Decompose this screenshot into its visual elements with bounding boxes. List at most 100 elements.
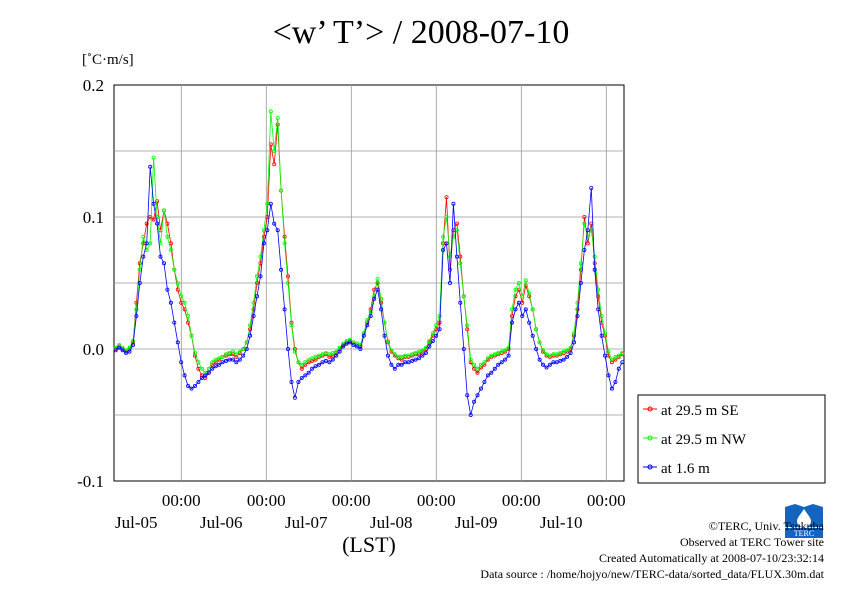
data-point <box>534 346 539 351</box>
data-point <box>179 294 184 299</box>
data-point <box>244 346 249 351</box>
data-point <box>320 360 325 365</box>
data-point <box>444 241 449 246</box>
data-point <box>313 354 318 359</box>
data-point <box>537 340 542 345</box>
data-point <box>547 362 552 367</box>
data-point <box>330 357 335 362</box>
data-point <box>375 276 380 281</box>
chart-title: <w’ T’> / 2008-07-10 <box>272 14 570 51</box>
data-point <box>447 280 452 285</box>
data-point <box>399 362 404 367</box>
data-point <box>565 354 570 359</box>
data-point <box>313 364 318 369</box>
data-point <box>616 353 621 358</box>
data-point <box>341 344 346 349</box>
data-point <box>444 195 449 200</box>
data-point <box>292 395 297 400</box>
data-point <box>213 357 218 362</box>
data-point <box>168 300 173 305</box>
data-point <box>578 261 583 266</box>
data-point <box>248 327 253 332</box>
data-point <box>189 386 194 391</box>
data-point <box>496 350 501 355</box>
data-point <box>413 350 418 355</box>
data-point <box>199 366 204 371</box>
data-point <box>285 346 290 351</box>
data-point <box>199 375 204 380</box>
data-point <box>175 340 180 345</box>
data-point <box>230 349 235 354</box>
data-point <box>499 349 504 354</box>
data-point <box>458 261 463 266</box>
data-point <box>279 188 284 193</box>
data-point <box>603 353 608 358</box>
data-point <box>182 373 187 378</box>
data-point <box>413 357 418 362</box>
data-point <box>361 333 366 338</box>
data-point <box>117 345 122 350</box>
data-point <box>434 323 439 328</box>
data-point <box>513 287 518 292</box>
data-point <box>478 362 483 367</box>
data-point <box>596 307 601 312</box>
data-point <box>124 350 129 355</box>
data-point <box>616 366 621 371</box>
data-point <box>461 346 466 351</box>
y-tick-label: 0.1 <box>83 208 104 227</box>
data-point <box>127 349 132 354</box>
data-point <box>330 350 335 355</box>
data-point <box>482 360 487 365</box>
data-point <box>609 386 614 391</box>
data-point <box>620 360 625 365</box>
data-point <box>441 234 446 239</box>
data-point <box>165 234 170 239</box>
data-point <box>537 357 542 362</box>
data-point <box>327 352 332 357</box>
data-point <box>213 364 218 369</box>
data-point <box>575 307 580 312</box>
data-point <box>582 214 587 219</box>
data-point <box>492 352 497 357</box>
data-point <box>272 148 277 153</box>
data-point <box>516 280 521 285</box>
data-point <box>613 379 618 384</box>
x-tick-date: Jul-07 <box>285 513 328 532</box>
data-point <box>527 320 532 325</box>
data-point <box>420 348 425 353</box>
data-point <box>620 350 625 355</box>
data-point <box>148 164 153 169</box>
data-point <box>130 342 135 347</box>
data-point <box>316 353 321 358</box>
data-point <box>599 333 604 338</box>
data-point <box>575 313 580 318</box>
data-point <box>155 221 160 226</box>
data-point <box>296 379 301 384</box>
data-point <box>151 217 156 222</box>
data-point <box>506 353 511 358</box>
data-point <box>234 360 239 365</box>
data-point <box>513 294 518 299</box>
data-point <box>478 386 483 391</box>
data-point <box>530 307 535 312</box>
x-tick-time: 00:00 <box>247 491 286 510</box>
x-ticks: 00:00Jul-0500:00Jul-0600:00Jul-0700:00Ju… <box>115 491 626 532</box>
data-point <box>296 360 301 365</box>
data-point <box>323 358 328 363</box>
data-point <box>344 341 349 346</box>
data-point <box>186 313 191 318</box>
data-point <box>478 365 483 370</box>
data-point <box>399 354 404 359</box>
data-point <box>596 294 601 299</box>
data-point <box>289 323 294 328</box>
data-point <box>282 241 287 246</box>
data-point <box>534 327 539 332</box>
data-point <box>337 345 342 350</box>
data-point <box>358 346 363 351</box>
data-point <box>372 296 377 301</box>
data-point <box>151 155 156 160</box>
data-point <box>306 357 311 362</box>
data-point <box>468 412 473 417</box>
data-point <box>523 307 528 312</box>
data-point <box>558 350 563 355</box>
